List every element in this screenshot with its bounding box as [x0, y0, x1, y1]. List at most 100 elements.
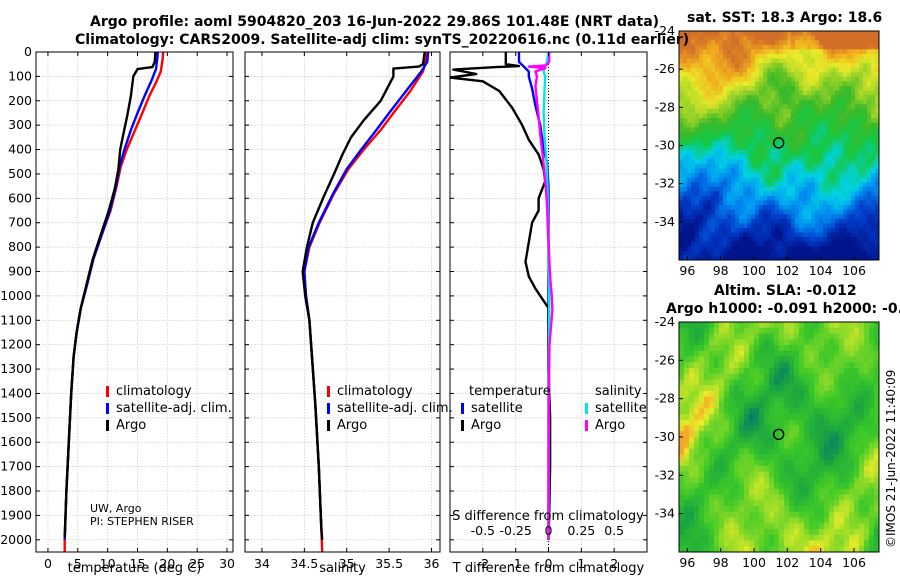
map-cell — [775, 81, 780, 87]
map-cell — [771, 122, 776, 128]
map-cell — [719, 471, 725, 478]
map-cell — [739, 76, 744, 82]
map-cell — [803, 223, 808, 229]
map-cell — [711, 205, 716, 211]
map-cell — [811, 154, 816, 160]
map-cell — [744, 368, 750, 375]
map-cell — [695, 131, 700, 137]
map-cell — [855, 232, 860, 238]
map-cell — [775, 232, 780, 238]
map-cell — [711, 67, 716, 73]
map-cell — [724, 345, 730, 352]
map-cell — [849, 471, 855, 478]
map-cell — [783, 214, 788, 220]
map-cell — [687, 232, 692, 238]
map-cell — [823, 209, 828, 215]
map-cell — [809, 454, 815, 461]
map-cell — [824, 419, 830, 427]
map-cell — [724, 494, 730, 501]
map-cell — [847, 154, 852, 160]
map-cell — [707, 191, 712, 197]
map-cell — [699, 408, 705, 415]
map-cell — [784, 327, 790, 335]
map-cell — [783, 95, 788, 101]
map-cell — [724, 396, 730, 404]
map-cell — [771, 250, 776, 257]
map-cell — [687, 81, 692, 87]
map-x-tick-label: 96 — [679, 263, 695, 278]
map-cell — [819, 500, 825, 507]
map-cell — [727, 131, 732, 137]
map-cell — [684, 322, 690, 329]
map-cell — [839, 163, 844, 169]
map-cell — [749, 385, 755, 392]
map-cell — [739, 72, 744, 78]
map-cell — [807, 172, 812, 179]
map-cell — [687, 44, 692, 50]
map-cell — [804, 500, 810, 507]
map-cell — [774, 414, 780, 421]
map-cell — [843, 44, 848, 50]
map-cell — [819, 333, 825, 340]
map-cell — [855, 49, 860, 55]
map-cell — [749, 483, 755, 490]
map-cell — [863, 168, 868, 174]
map-cell — [827, 122, 832, 128]
map-cell — [869, 546, 875, 552]
map-cell — [867, 191, 872, 197]
map-cell — [827, 67, 832, 73]
map-cell — [759, 154, 764, 160]
map-cell — [794, 345, 800, 352]
map-cell — [787, 200, 792, 206]
map-cell — [839, 373, 845, 381]
map-cell — [743, 85, 748, 92]
map-cell — [734, 402, 740, 409]
map-cell — [794, 408, 800, 415]
sst-map: 96 98 100 102 104 106-24-26-28-30-32-34 — [655, 23, 880, 278]
map-cell — [735, 237, 740, 243]
map-cell — [769, 534, 775, 542]
map-cell — [787, 49, 792, 55]
map-cell — [834, 431, 840, 438]
map-cell — [815, 108, 820, 115]
map-cell — [854, 408, 860, 415]
map-cell — [819, 195, 824, 202]
map-cell — [779, 339, 785, 346]
map-cell — [869, 448, 875, 455]
map-cell — [844, 477, 850, 484]
map-cell — [747, 159, 752, 165]
map-cell — [814, 488, 820, 496]
map-cell — [729, 362, 735, 369]
map-cell — [795, 200, 800, 206]
map-cell — [679, 122, 684, 128]
map-cell — [691, 237, 696, 243]
map-cell — [804, 471, 810, 478]
map-cell — [819, 483, 825, 490]
map-cell — [709, 442, 715, 450]
map-cell — [824, 437, 830, 444]
map-cell — [799, 402, 805, 409]
map-cell — [729, 477, 735, 484]
map-cell — [871, 113, 876, 119]
map-cell — [775, 195, 780, 202]
map-cell — [699, 368, 705, 375]
map-cell — [804, 345, 810, 352]
map-cell — [843, 104, 848, 110]
map-cell — [819, 67, 824, 73]
map-cell — [763, 122, 768, 128]
map-cell — [819, 113, 824, 119]
map-cell — [807, 163, 812, 169]
map-cell — [695, 53, 700, 60]
map-cell — [723, 186, 728, 192]
map-cell — [689, 373, 695, 381]
map-cell — [679, 140, 684, 147]
map-cell — [839, 76, 844, 82]
map-cell — [719, 356, 725, 363]
map-cell — [715, 200, 720, 206]
map-cell — [743, 127, 748, 133]
map-cell — [755, 154, 760, 160]
map-cell — [859, 500, 865, 507]
map-cell — [763, 246, 768, 252]
map-cell — [684, 373, 690, 381]
map-cell — [751, 131, 756, 137]
